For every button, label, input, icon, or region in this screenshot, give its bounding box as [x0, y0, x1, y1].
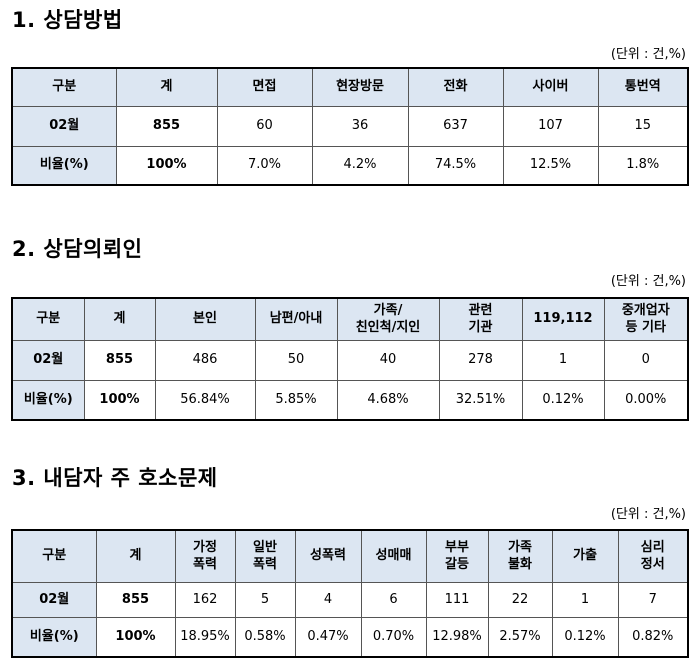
table-row: 02월 855 162 5 4 6 111 22 1 7	[11, 581, 689, 618]
total-cell: 100%	[95, 616, 176, 658]
value-cell: 162	[174, 581, 236, 618]
value-cell: 60	[216, 105, 313, 147]
value-cell: 4.2%	[311, 145, 409, 186]
value-cell: 36	[311, 105, 409, 147]
header-cell: 가족/ 친인척/지인	[336, 297, 440, 341]
value-cell: 74.5%	[407, 145, 504, 186]
value-cell: 7	[617, 581, 689, 618]
header-cell: 계	[115, 67, 218, 107]
value-cell: 40	[336, 339, 440, 381]
header-cell: 성폭력	[294, 529, 362, 583]
consultation-requester-table: 구분 계 본인 남편/아내 가족/ 친인척/지인 관련 기관 119,112 중…	[11, 297, 689, 421]
row-label: 비율(%)	[11, 616, 97, 658]
value-cell: 1.8%	[597, 145, 689, 186]
value-cell: 637	[407, 105, 504, 147]
value-cell: 12.98%	[425, 616, 489, 658]
table-row: 비율(%) 100% 7.0% 4.2% 74.5% 12.5% 1.8%	[11, 145, 689, 186]
table-row: 02월 855 486 50 40 278 1 0	[11, 339, 689, 381]
value-cell: 15	[597, 105, 689, 147]
header-cell: 119,112	[521, 297, 605, 341]
header-cell: 가출	[551, 529, 619, 583]
value-cell: 486	[154, 339, 256, 381]
table-row: 비율(%) 100% 18.95% 0.58% 0.47% 0.70% 12.9…	[11, 616, 689, 658]
total-cell: 855	[115, 105, 218, 147]
value-cell: 6	[360, 581, 427, 618]
value-cell: 5	[234, 581, 296, 618]
value-cell: 50	[254, 339, 338, 381]
value-cell: 22	[487, 581, 553, 618]
value-cell: 107	[502, 105, 599, 147]
header-cell: 가정 폭력	[174, 529, 236, 583]
main-complaint-table: 구분 계 가정 폭력 일반 폭력 성폭력 성매매 부부 갈등 가족 불화 가출 …	[11, 529, 689, 658]
unit-label: (단위 : 건,%)	[610, 274, 686, 289]
value-cell: 0.12%	[521, 379, 605, 421]
value-cell: 0.70%	[360, 616, 427, 658]
header-cell: 현장방문	[311, 67, 409, 107]
row-label: 02월	[11, 339, 85, 381]
header-cell: 가족 불화	[487, 529, 553, 583]
table-row: 02월 855 60 36 637 107 15	[11, 105, 689, 147]
value-cell: 111	[425, 581, 489, 618]
value-cell: 0.58%	[234, 616, 296, 658]
value-cell: 0	[603, 339, 689, 381]
header-cell: 관련 기관	[438, 297, 523, 341]
section-title-consultation-method: 1. 상담방법	[12, 8, 123, 32]
unit-label: (단위 : 건,%)	[610, 507, 686, 522]
row-label: 02월	[11, 105, 117, 147]
value-cell: 12.5%	[502, 145, 599, 186]
header-cell: 성매매	[360, 529, 427, 583]
header-cell: 구분	[11, 529, 97, 583]
row-label: 비율(%)	[11, 379, 85, 421]
value-cell: 7.0%	[216, 145, 313, 186]
header-row: 구분 계 본인 남편/아내 가족/ 친인척/지인 관련 기관 119,112 중…	[11, 297, 689, 341]
total-cell: 100%	[115, 145, 218, 186]
header-cell: 전화	[407, 67, 504, 107]
value-cell: 4	[294, 581, 362, 618]
value-cell: 5.85%	[254, 379, 338, 421]
header-cell: 남편/아내	[254, 297, 338, 341]
total-cell: 855	[83, 339, 156, 381]
value-cell: 32.51%	[438, 379, 523, 421]
value-cell: 0.00%	[603, 379, 689, 421]
header-cell: 면접	[216, 67, 313, 107]
header-cell: 부부 갈등	[425, 529, 489, 583]
header-cell: 심리 정서	[617, 529, 689, 583]
value-cell: 56.84%	[154, 379, 256, 421]
header-cell: 사이버	[502, 67, 599, 107]
header-cell: 본인	[154, 297, 256, 341]
table-row: 비율(%) 100% 56.84% 5.85% 4.68% 32.51% 0.1…	[11, 379, 689, 421]
value-cell: 18.95%	[174, 616, 236, 658]
header-cell: 계	[83, 297, 156, 341]
row-label: 비율(%)	[11, 145, 117, 186]
value-cell: 0.47%	[294, 616, 362, 658]
value-cell: 1	[521, 339, 605, 381]
value-cell: 278	[438, 339, 523, 381]
row-label: 02월	[11, 581, 97, 618]
header-cell: 구분	[11, 67, 117, 107]
total-cell: 100%	[83, 379, 156, 421]
value-cell: 2.57%	[487, 616, 553, 658]
total-cell: 855	[95, 581, 176, 618]
header-cell: 일반 폭력	[234, 529, 296, 583]
header-row: 구분 계 면접 현장방문 전화 사이버 통번역	[11, 67, 689, 107]
unit-label: (단위 : 건,%)	[610, 47, 686, 62]
header-cell: 중개업자 등 기타	[603, 297, 689, 341]
value-cell: 0.12%	[551, 616, 619, 658]
header-cell: 통번역	[597, 67, 689, 107]
header-cell: 계	[95, 529, 176, 583]
header-row: 구분 계 가정 폭력 일반 폭력 성폭력 성매매 부부 갈등 가족 불화 가출 …	[11, 529, 689, 583]
section-title-main-complaint: 3. 내담자 주 호소문제	[12, 466, 218, 490]
value-cell: 4.68%	[336, 379, 440, 421]
header-cell: 구분	[11, 297, 85, 341]
value-cell: 1	[551, 581, 619, 618]
consultation-method-table: 구분 계 면접 현장방문 전화 사이버 통번역 02월 855 60 36 63…	[11, 67, 689, 186]
value-cell: 0.82%	[617, 616, 689, 658]
section-title-consultation-requester: 2. 상담의뢰인	[12, 237, 143, 261]
